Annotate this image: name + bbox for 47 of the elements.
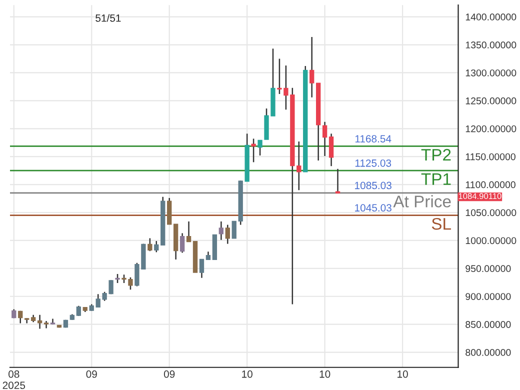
annotation: 1168.54 bbox=[355, 135, 392, 142]
x-tick-label: 10 bbox=[398, 370, 408, 378]
candlestick bbox=[154, 240, 159, 253]
y-tick-label: 1400.00000 bbox=[466, 14, 516, 20]
candlestick bbox=[322, 121, 328, 157]
y-tick-label: 800.00000 bbox=[466, 349, 511, 356]
candlestick bbox=[258, 140, 262, 156]
candlestick bbox=[225, 224, 230, 244]
x-tick-label: 09 bbox=[86, 370, 97, 378]
y-tick-label: 850.00000 bbox=[466, 321, 511, 328]
candlestick bbox=[186, 220, 192, 242]
x-tick-label: 10 bbox=[242, 370, 252, 378]
x-tick-label: 10 bbox=[320, 370, 330, 378]
ref-line-label: At Price bbox=[393, 195, 451, 208]
text: 1084.90110 bbox=[458, 193, 502, 200]
candlestick bbox=[232, 220, 236, 239]
candlestick bbox=[251, 138, 256, 163]
y-tick-label: 900.00000 bbox=[466, 293, 511, 300]
y-tick-label: 1250.00000 bbox=[466, 97, 516, 104]
candlestick bbox=[37, 314, 42, 330]
y-tick-label: 1350.00000 bbox=[466, 42, 516, 48]
candlestick bbox=[328, 133, 334, 167]
x-tick-label: 09 bbox=[164, 370, 175, 378]
y-tick-label: 1150.00000 bbox=[466, 153, 516, 160]
ref-line-label: SL bbox=[432, 218, 451, 230]
annotation: 1045.03 bbox=[355, 204, 392, 212]
y-tick-label: 1300.00000 bbox=[466, 69, 516, 76]
candlestick bbox=[218, 220, 224, 241]
candlestick bbox=[310, 36, 314, 98]
y-tick-label: 1050.00000 bbox=[466, 209, 516, 216]
candlestick bbox=[148, 238, 152, 252]
candlestick bbox=[18, 310, 23, 324]
candlestick bbox=[335, 168, 340, 194]
candlestick bbox=[76, 305, 81, 317]
y-tick-label: 950.00000 bbox=[466, 265, 511, 272]
candlestick bbox=[167, 197, 172, 225]
x-tick-label: 08 2025 bbox=[2, 370, 26, 390]
annotation: 1085.03 bbox=[355, 182, 392, 190]
ref-line-label: TP2 bbox=[421, 148, 451, 161]
annotation: 51/51 bbox=[96, 14, 121, 22]
y-tick-label: 1100.00000 bbox=[466, 181, 516, 188]
candlestick bbox=[199, 258, 204, 279]
y-tick-label: 1000.00000 bbox=[466, 237, 516, 244]
annotation: 1125.03 bbox=[355, 159, 392, 167]
candlestick bbox=[180, 232, 185, 254]
y-tick-label: 1200.00000 bbox=[466, 125, 516, 132]
ref-line-label: TP1 bbox=[421, 173, 451, 185]
